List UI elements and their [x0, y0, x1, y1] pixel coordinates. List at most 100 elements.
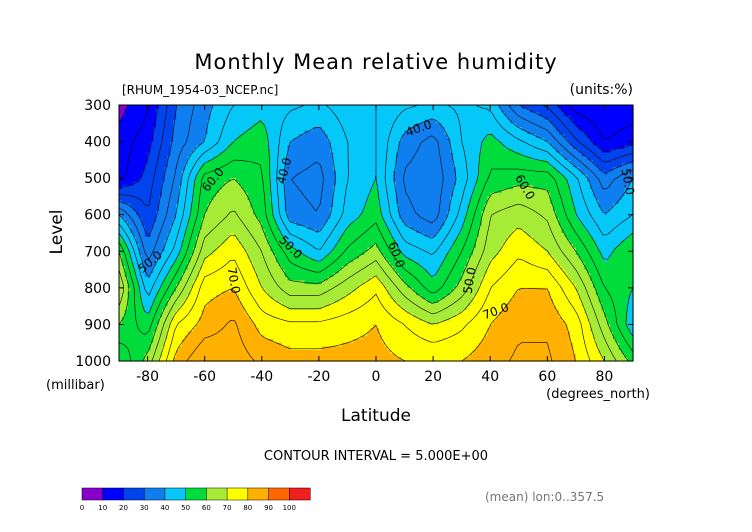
field-cell: [244, 130, 269, 135]
field-cell: [313, 126, 323, 132]
field-cell: [415, 123, 443, 128]
field-cell: [173, 317, 200, 322]
field-cell: [415, 229, 440, 234]
field-cell: [541, 243, 574, 249]
field-cell: [198, 229, 266, 234]
field-cell: [570, 159, 594, 165]
field-cell: [470, 353, 577, 358]
field-cell: [284, 163, 334, 168]
field-cell: [364, 251, 383, 256]
field-cell: [427, 269, 440, 274]
field-cell: [341, 342, 386, 347]
field-cell: [141, 170, 166, 176]
field-cell: [236, 291, 269, 296]
field-cell: [478, 342, 574, 347]
field-cell: [467, 262, 491, 267]
field-cell: [395, 167, 457, 172]
field-cell: [513, 185, 534, 190]
field-cell: [193, 251, 214, 256]
field-cell: [464, 357, 577, 362]
field-cell: [241, 302, 283, 307]
field-cell: [147, 152, 171, 157]
field-cell: [470, 200, 488, 205]
field-cell: [604, 357, 628, 362]
field-cell: [530, 156, 566, 161]
field-cell: [281, 233, 343, 238]
field-cell: [176, 115, 211, 121]
field-cell: [207, 254, 249, 260]
field-cell: [124, 218, 143, 223]
field-cell: [330, 148, 400, 154]
field-cell: [138, 287, 160, 293]
field-cell: [121, 200, 160, 205]
field-cell: [150, 141, 171, 146]
field-cell: [264, 287, 357, 293]
field-cell: [607, 320, 628, 326]
field-cell: [398, 273, 431, 278]
field-cell: [210, 298, 240, 304]
field-cell: [119, 247, 129, 252]
field-cell: [401, 306, 468, 311]
field-cell: [264, 123, 417, 128]
field-cell: [138, 178, 166, 183]
field-cell: [127, 306, 146, 311]
field-cell: [270, 185, 286, 190]
field-cell: [150, 148, 171, 154]
field-cell: [398, 141, 451, 146]
field-cell: [470, 196, 488, 201]
field-cell: [204, 214, 257, 219]
field-cell: [141, 222, 154, 227]
field-cell: [164, 342, 183, 347]
field-cell: [141, 258, 157, 263]
colorbar-label: 50: [181, 504, 190, 512]
field-cell: [178, 196, 194, 201]
field-cell: [138, 284, 163, 289]
field-cell: [127, 276, 137, 282]
field-cell: [173, 126, 209, 132]
field-cell: [130, 229, 146, 234]
field-cell: [578, 254, 603, 260]
field-cell: [284, 178, 337, 183]
field-cell: [390, 262, 420, 267]
field-cell: [564, 134, 588, 139]
field-cell: [535, 134, 566, 139]
field-cell: [133, 181, 163, 187]
field-cell: [238, 240, 269, 245]
field-cell: [590, 276, 634, 282]
field-cell: [398, 247, 451, 252]
field-cell: [481, 280, 574, 285]
field-cell: [119, 309, 126, 315]
field-cell: [284, 185, 334, 190]
field-cell: [167, 328, 194, 333]
field-cell: [181, 342, 283, 347]
field-cell: [464, 218, 483, 223]
x-tick-label: -80: [136, 369, 159, 385]
field-cell: [395, 189, 454, 194]
field-cell: [395, 181, 457, 187]
field-cell: [555, 214, 577, 219]
field-cell: [450, 196, 471, 201]
field-cell: [455, 313, 500, 318]
field-cell: [381, 280, 406, 285]
field-cell: [358, 254, 386, 260]
field-cell: [321, 258, 354, 263]
field-cell: [573, 200, 600, 205]
field-cell: [575, 357, 606, 362]
field-cell: [593, 335, 614, 340]
field-cell: [376, 243, 397, 249]
field-cell: [530, 108, 563, 113]
field-cell: [119, 306, 129, 311]
field-cell: [401, 276, 463, 282]
field-cell: [119, 167, 146, 172]
field-cell: [138, 243, 166, 249]
field-cell: [287, 148, 331, 154]
field-cell: [598, 350, 623, 355]
field-cell: [216, 247, 246, 252]
field-cell: [550, 141, 571, 146]
field-cell: [276, 258, 317, 263]
humidity-field: [119, 105, 634, 362]
field-cell: [238, 295, 271, 300]
field-cell: [270, 163, 286, 168]
field-cell: [495, 254, 554, 260]
field-cell: [187, 295, 217, 300]
